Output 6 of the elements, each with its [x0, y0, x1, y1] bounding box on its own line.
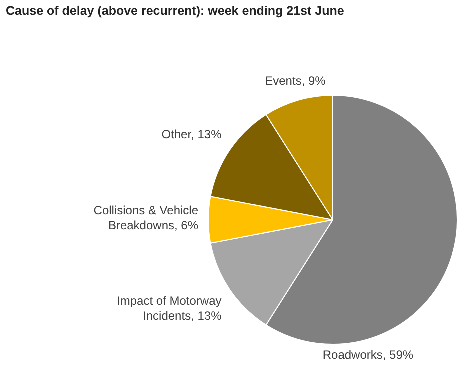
slice-label: Impact of Motorway Incidents, 13%: [117, 294, 222, 323]
slice-label: Other, 13%: [162, 128, 222, 142]
chart-title: Cause of delay (above recurrent): week ending 21st June: [6, 4, 344, 18]
slice-label: Collisions & Vehicle Breakdowns, 6%: [94, 203, 199, 232]
slice-label: Events, 9%: [265, 74, 326, 88]
slice-label: Roadworks, 59%: [322, 348, 414, 362]
